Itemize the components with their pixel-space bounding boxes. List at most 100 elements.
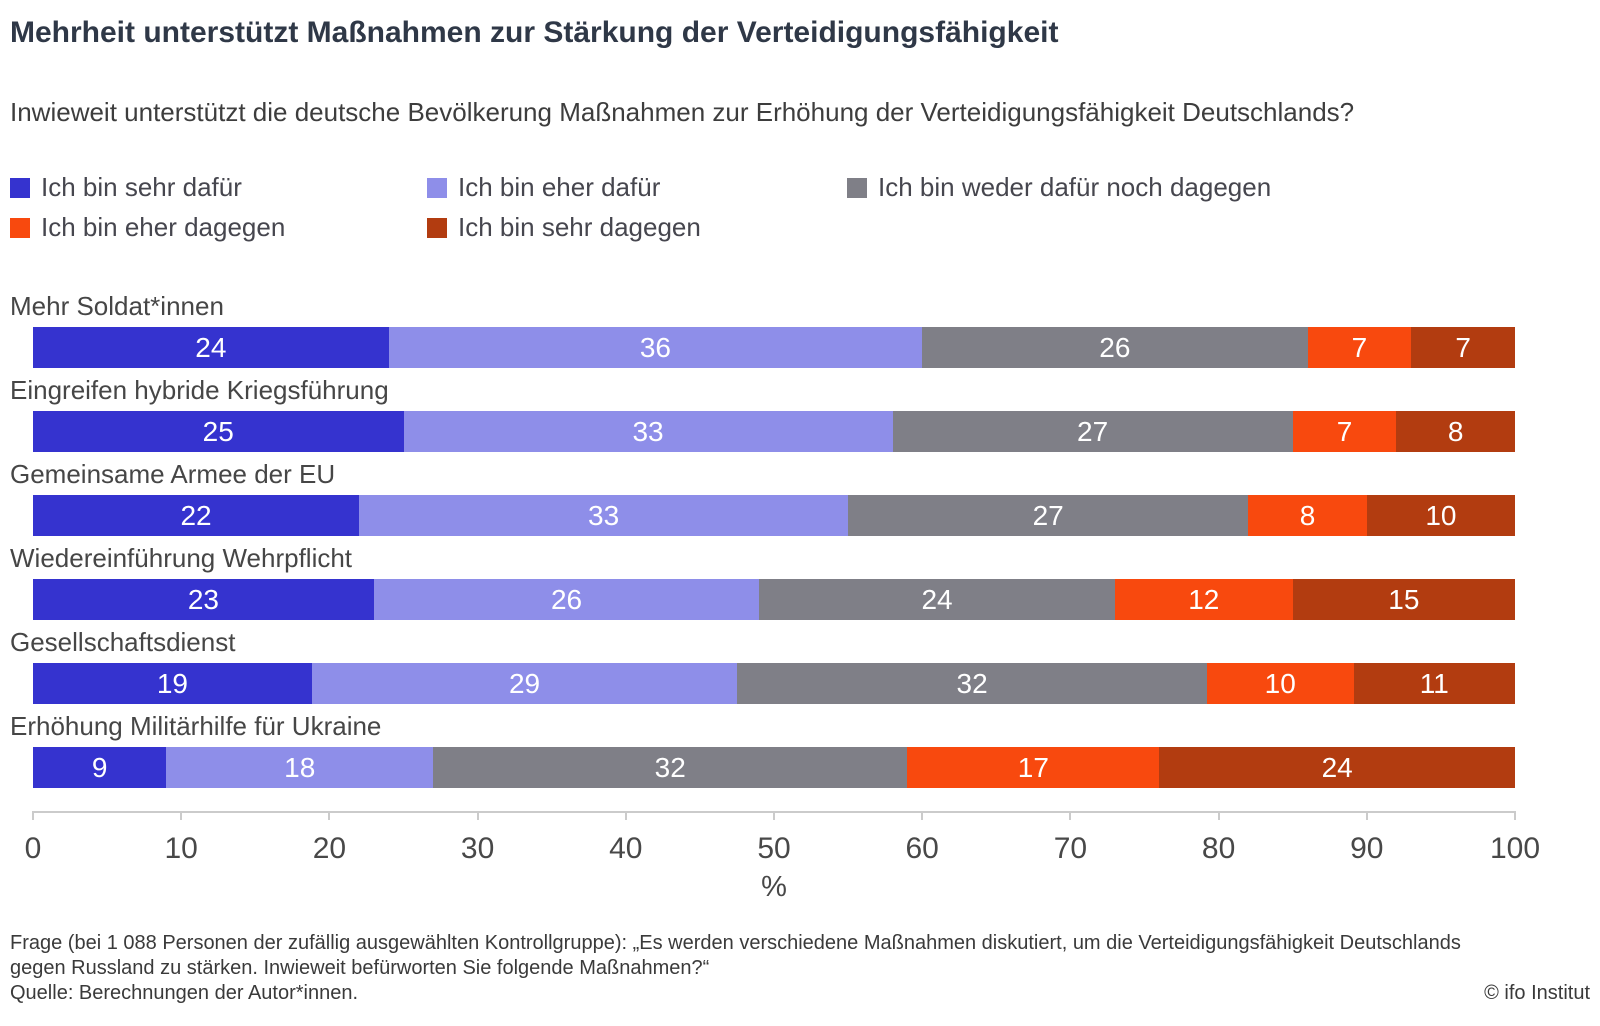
bar-value-label: 7 bbox=[1455, 331, 1471, 363]
bar-segment: 26 bbox=[922, 327, 1308, 368]
bar-value-label: 24 bbox=[195, 331, 227, 363]
bar-segment: 33 bbox=[359, 495, 849, 536]
bar-segment: 24 bbox=[759, 579, 1115, 620]
x-tick-label: 10 bbox=[164, 832, 198, 865]
bar-value-label: 17 bbox=[1017, 751, 1049, 783]
bar-value-label: 33 bbox=[632, 415, 664, 447]
bar-segment: 22 bbox=[33, 495, 360, 536]
stacked-bar: 25 33 27 7 8 bbox=[33, 411, 1515, 452]
x-tick-label: 50 bbox=[757, 832, 791, 865]
legend-item: Ich bin eher dafür bbox=[427, 172, 847, 203]
bar-segment: 32 bbox=[433, 747, 908, 788]
x-tick-mark bbox=[773, 811, 775, 820]
chart-footnote: Frage (bei 1 088 Personen der zufällig a… bbox=[10, 931, 1590, 1006]
bar-value-label: 36 bbox=[639, 331, 672, 363]
legend-item: Ich bin sehr dagegen bbox=[427, 212, 847, 243]
bar-segment: 36 bbox=[388, 327, 923, 368]
bar-segment: 10 bbox=[1206, 663, 1354, 704]
x-tick-mark bbox=[624, 811, 627, 820]
bar-segment: 23 bbox=[33, 579, 374, 620]
stacked-bar: 22 33 27 8 10 bbox=[33, 495, 1516, 536]
bar-segment: 29 bbox=[311, 663, 738, 704]
x-tick-label: 0 bbox=[24, 832, 42, 865]
bar-value-label: 27 bbox=[1032, 499, 1064, 531]
bar-value-label: 26 bbox=[1099, 331, 1131, 363]
x-tick-label: 60 bbox=[905, 832, 939, 865]
bar-row: Erhöhung Militärhilfe für Ukraine 9 18 32 17… bbox=[10, 711, 1590, 788]
x-tick-mark bbox=[32, 811, 34, 820]
bar-value-label: 9 bbox=[91, 751, 108, 783]
category-label: Wiedereinführung Wehrpflicht bbox=[10, 543, 353, 573]
x-axis: 0 10 20 30 40 50 60 70 80 90 100 % bbox=[25, 811, 1540, 921]
legend-label: Ich bin eher dagegen bbox=[41, 212, 286, 242]
x-tick-label: 100 bbox=[1489, 832, 1541, 865]
chart-title: Mehrheit unterstützt Maßnahmen zur Stärk… bbox=[10, 16, 1059, 49]
bar-segment: 11 bbox=[1353, 663, 1516, 704]
legend-label: Ich bin sehr dafür bbox=[41, 172, 242, 202]
category-label: Mehr Soldat*innen bbox=[10, 291, 224, 321]
bar-segment: 26 bbox=[373, 579, 760, 620]
chart-subtitle: Inwieweit unterstützt die deutsche Bevöl… bbox=[10, 97, 1355, 127]
bar-value-label: 10 bbox=[1425, 499, 1457, 531]
stacked-bar: 9 18 32 17 24 bbox=[33, 747, 1515, 788]
bar-value-label: 10 bbox=[1264, 667, 1296, 699]
bar-value-label: 7 bbox=[1351, 331, 1368, 363]
bar-value-label: 27 bbox=[1077, 415, 1109, 447]
bar-segment: 7 bbox=[1292, 411, 1397, 452]
legend-label: Ich bin sehr dagegen bbox=[458, 212, 701, 242]
bar-segment: 17 bbox=[907, 747, 1160, 788]
bar-segment: 8 bbox=[1396, 411, 1515, 452]
legend-swatch-icon bbox=[10, 217, 30, 238]
bar-value-label: 29 bbox=[508, 667, 541, 699]
bar-value-label: 24 bbox=[1321, 751, 1353, 783]
x-tick-label: 30 bbox=[460, 832, 495, 865]
footnote-copyright: © ifo Institut bbox=[1484, 982, 1590, 1004]
x-tick-label: 40 bbox=[609, 832, 643, 865]
bar-segment: 10 bbox=[1366, 495, 1516, 536]
x-tick-mark bbox=[1069, 811, 1072, 820]
bar-value-label: 24 bbox=[921, 583, 953, 615]
legend-swatch-icon bbox=[427, 177, 447, 198]
legend-label: Ich bin weder dafür noch dagegen bbox=[878, 172, 1272, 202]
bar-segment: 8 bbox=[1248, 495, 1367, 536]
bar-value-label: 32 bbox=[956, 667, 988, 699]
bar-value-label: 12 bbox=[1188, 583, 1220, 615]
x-tick-label: 80 bbox=[1201, 832, 1236, 865]
bar-segment: 15 bbox=[1292, 579, 1515, 620]
bar-segment: 32 bbox=[737, 663, 1207, 704]
footnote-question: Frage (bei 1 088 Personen der zufällig a… bbox=[10, 932, 1461, 979]
bar-segment: 25 bbox=[33, 411, 404, 452]
legend-label: Ich bin eher dafür bbox=[458, 172, 661, 202]
bar-value-label: 26 bbox=[550, 583, 583, 615]
bar-value-label: 32 bbox=[654, 751, 686, 783]
chart-legend: Ich bin sehr dafür Ich bin eher dafür Ich … bbox=[10, 172, 1590, 243]
category-label: Erhöhung Militärhilfe für Ukraine bbox=[10, 711, 382, 741]
x-tick-mark bbox=[1514, 811, 1516, 820]
bar-row: Eingreifen hybride Kriegsführung 25 33 27 7 8 bbox=[10, 375, 1590, 452]
stacked-bar: 24 36 26 7 7 bbox=[33, 327, 1515, 368]
bar-segment: 27 bbox=[848, 495, 1249, 536]
x-tick-label: 70 bbox=[1053, 832, 1088, 865]
legend-swatch-icon bbox=[10, 177, 30, 198]
bar-value-label: 11 bbox=[1419, 667, 1449, 699]
bar-value-label: 22 bbox=[180, 499, 212, 531]
bar-value-label: 23 bbox=[187, 583, 219, 615]
x-axis-label: % bbox=[761, 871, 787, 903]
bar-value-label: 33 bbox=[588, 499, 620, 531]
bar-segment: 12 bbox=[1114, 579, 1293, 620]
bar-value-label: 8 bbox=[1299, 499, 1316, 531]
bar-value-label: 7 bbox=[1336, 415, 1353, 447]
footnote-source: Quelle: Berechnungen der Autor*innen. bbox=[10, 982, 359, 1004]
x-tick-mark bbox=[921, 811, 924, 820]
bar-segment: 7 bbox=[1411, 327, 1515, 368]
bar-value-label: 15 bbox=[1388, 583, 1420, 615]
bar-segment: 24 bbox=[33, 327, 389, 368]
x-tick-mark bbox=[1217, 811, 1220, 820]
bar-segment: 18 bbox=[166, 747, 434, 788]
stacked-bar-chart: Mehr Soldat*innen 24 36 26 7 7 Eingreifen hybr… bbox=[10, 291, 1590, 788]
category-label: Gemeinsame Armee der EU bbox=[10, 459, 336, 489]
bar-segment: 7 bbox=[1307, 327, 1412, 368]
bar-row: Gesellschaftsdienst 19 29 32 10 11 bbox=[10, 627, 1590, 704]
bar-segment: 33 bbox=[403, 411, 893, 452]
